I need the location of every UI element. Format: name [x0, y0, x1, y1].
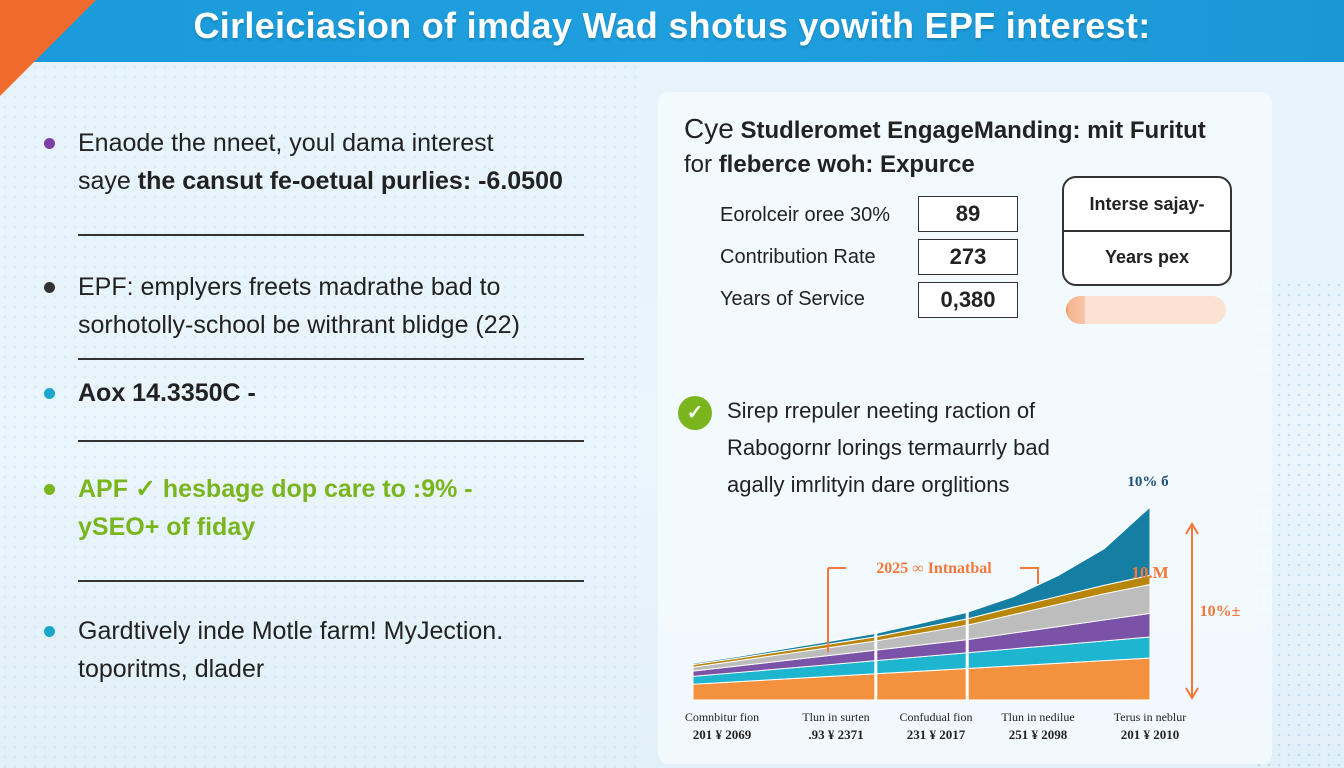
bullet-dot: [44, 484, 55, 495]
check-circle-icon: ✓: [678, 396, 712, 430]
x-tick-sublabel-4: 201 ¥ 2010: [1121, 727, 1180, 742]
progress-fill: [1066, 296, 1086, 324]
x-tick-sublabel-0: 201 ¥ 2069: [693, 727, 752, 742]
bullet-item-5: Gardtively inde Motle farm! MyJection. t…: [44, 612, 644, 688]
field-value-box[interactable]: 0,380: [918, 282, 1018, 318]
divider: [78, 440, 584, 442]
annotation-callout: 2025 ∞ Intnatbal: [876, 560, 992, 577]
panel-title-lead: Cye: [684, 113, 734, 144]
panel-title: Cye Studleromet EngageManding: mit Furit…: [684, 112, 1264, 182]
series-area-5: [692, 505, 1151, 666]
bullet-dot: [44, 138, 55, 149]
x-tick-label-2: Confudual fion: [900, 710, 973, 724]
bullet-line: Gardtively inde Motle farm! MyJection.: [78, 617, 504, 645]
x-tick-sublabel-1: .93 ¥ 2371: [808, 727, 863, 742]
note-line: Rabogornr lorings termaurrly bad: [727, 435, 1050, 460]
bullet-line: ySEO+ of fiday: [78, 513, 256, 541]
bullet-line: Enaode the nneet, youl dama interest: [78, 129, 494, 157]
page-title: Cirleiciasion of imday Wad shotus yowith…: [193, 5, 1151, 46]
panel-title-line-1: Studleromet EngageManding: mit Furitut: [740, 117, 1206, 144]
bullet-item-2: EPF: emplyers freets madrathe bad to sor…: [44, 268, 644, 344]
x-tick-label-4: Terus in neblur: [1114, 710, 1186, 724]
note-line: Sirep rrepuler neeting raction of: [727, 398, 1036, 423]
x-tick-label-0: Comnbitur fion: [685, 710, 759, 724]
field-value-box[interactable]: 89: [918, 196, 1018, 232]
bullet-dot: [44, 388, 55, 399]
divider: [78, 358, 584, 360]
field-label: Years of Service: [720, 288, 865, 310]
panel-title-line-2: fleberce woh: Expurce: [718, 151, 975, 178]
bullet-dot: [44, 282, 55, 293]
card-row-1: Interse sajay-: [1064, 178, 1230, 232]
card-row-2: Years pex: [1104, 247, 1190, 267]
bullet-item-1: Enaode the nneet, youl dama interest say…: [44, 124, 644, 200]
field-label: Eorolceir oree 30%: [720, 204, 891, 226]
bullet-line: EPF: emplyers freets madrathe bad to: [78, 273, 501, 301]
bullet-line: toporitms, dlader: [78, 655, 265, 683]
field-value-box[interactable]: 273: [918, 239, 1018, 275]
note-line: agally imrlityin dare orglitions: [727, 472, 1010, 497]
x-tick-label-1: Tlun in surten: [802, 710, 869, 724]
header-bar: [0, 0, 1344, 62]
x-tick-sublabel-2: 231 ¥ 2017: [907, 727, 966, 742]
bullet-item-4: APF ✓ hesbage dop care to :9% - ySEO+ of…: [44, 470, 644, 546]
progress-bar: [1066, 296, 1226, 324]
corner-accent: [0, 0, 96, 96]
range-arrow: [1185, 522, 1199, 700]
bullet-line: Aox 14.3350C -: [78, 379, 256, 407]
bullet-line: APF ✓ hesbage dop care to :9% -: [78, 475, 473, 503]
callout-bracket: [827, 567, 1039, 652]
annotation-right-mid: 10%±: [1200, 603, 1241, 620]
bullet-line: saye the cansut fe-oetual purlies: -6.05…: [78, 167, 563, 195]
divider: [78, 580, 584, 582]
bullet-item-3: Aox 14.3350C -: [44, 374, 644, 412]
panel-title-lead-2: for: [684, 151, 713, 178]
note-text: Sirep rrepuler neeting raction of Rabogo…: [727, 392, 1117, 503]
annotation-top: 10% б: [1127, 474, 1168, 490]
annotation-right-top: 10.M: [1131, 563, 1168, 582]
field-label: Contribution Rate: [720, 246, 876, 268]
divider: [78, 234, 584, 236]
background-dot-pattern: [0, 62, 640, 768]
x-tick-label-3: Tlun in nedilue: [1001, 710, 1074, 724]
x-tick-sublabel-3: 251 ¥ 2098: [1009, 727, 1068, 742]
bullet-dot: [44, 626, 55, 637]
area-chart: 10% б 2025 ∞ Intnatbal 10%± 10.M Comnbitur f…: [685, 474, 1241, 742]
bullet-line: sorhotolly-school be withrant blidge (22…: [78, 311, 520, 339]
interest-card[interactable]: Interse sajay- Years pex: [1062, 176, 1232, 286]
